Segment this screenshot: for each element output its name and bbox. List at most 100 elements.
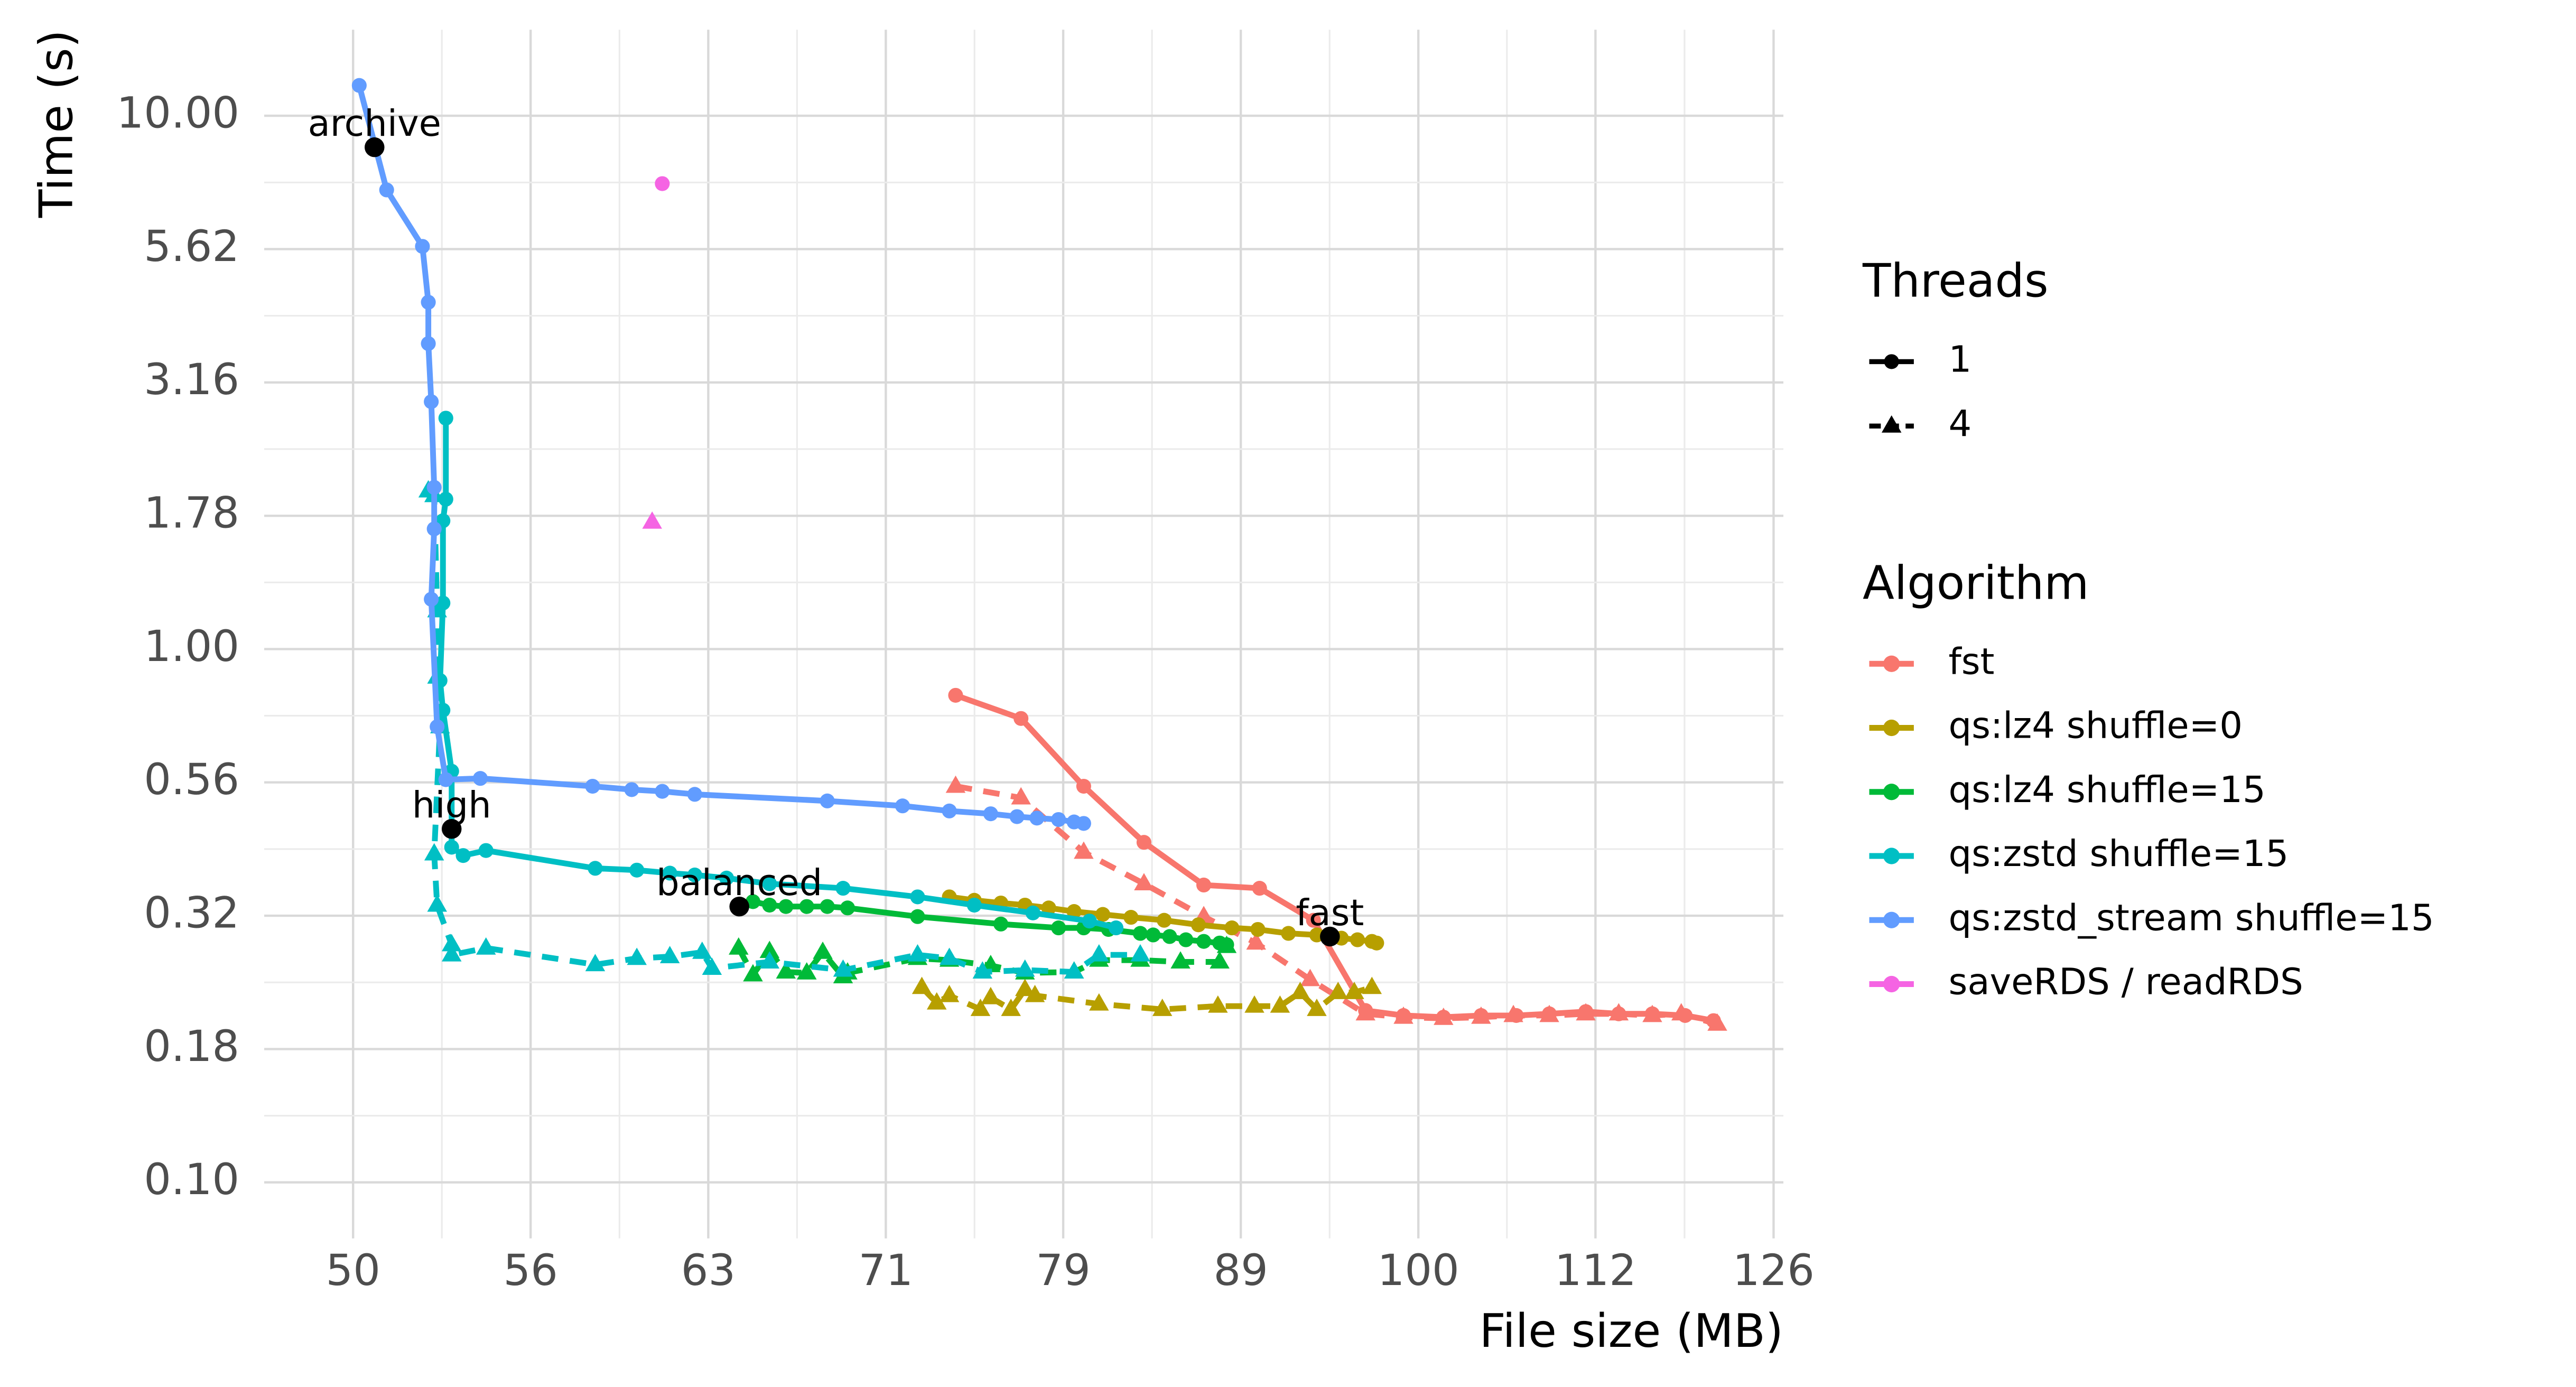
data-point (759, 951, 780, 969)
data-point (993, 916, 1009, 932)
data-point (426, 480, 442, 495)
legend-title: Algorithm (1863, 556, 2089, 610)
legend-label: 1 (1949, 338, 1972, 380)
data-point (1306, 913, 1321, 928)
x-tick-label: 79 (1036, 1246, 1090, 1296)
data-point (729, 937, 749, 955)
data-point (972, 961, 993, 979)
data-point (1224, 920, 1240, 936)
data-point (1076, 778, 1091, 794)
data-point (966, 897, 982, 913)
data-point (1089, 993, 1109, 1011)
data-point (421, 336, 436, 351)
y-axis-title: Time (s) (29, 30, 83, 218)
data-point (662, 865, 677, 881)
data-point (983, 806, 998, 822)
data-point (1539, 1004, 1559, 1022)
data-point (1170, 951, 1191, 969)
data-point (415, 239, 430, 254)
data-point (1064, 961, 1084, 979)
legend-label: qs:zstd_stream shuffle=15 (1949, 897, 2434, 939)
data-point (692, 941, 712, 959)
data-point (438, 491, 453, 507)
legend-key-marker (1883, 655, 1900, 672)
data-point (427, 894, 447, 912)
data-point (1434, 1007, 1454, 1025)
data-point (655, 176, 670, 191)
legend-label: qs:lz4 shuffle=0 (1949, 705, 2243, 747)
data-point (455, 848, 471, 863)
data-point (441, 934, 462, 952)
data-point (687, 787, 702, 802)
data-point (1025, 905, 1040, 920)
annotation-point (441, 818, 462, 839)
data-point (1503, 1004, 1523, 1022)
data-point (476, 937, 496, 955)
data-point (820, 793, 835, 808)
data-point (1244, 995, 1264, 1013)
data-point (1350, 932, 1365, 947)
data-point (778, 899, 794, 914)
annotation-point (729, 896, 749, 917)
data-point (1642, 1004, 1662, 1022)
data-point (840, 900, 855, 916)
data-point (1152, 999, 1173, 1016)
data-point (939, 984, 960, 1002)
y-tick-label: 1.78 (144, 489, 239, 538)
data-point (379, 182, 394, 198)
y-tick-label: 0.18 (144, 1022, 239, 1072)
data-point (1355, 1003, 1375, 1021)
data-point (1246, 932, 1266, 950)
legend-key-marker (1883, 784, 1900, 800)
y-tick-label: 1.00 (144, 622, 239, 672)
data-point (1196, 934, 1212, 949)
legend-label: qs:lz4 shuffle=15 (1949, 769, 2266, 811)
data-point (813, 941, 833, 959)
data-point (1025, 984, 1045, 1002)
legend-title: Threads (1862, 254, 2049, 308)
legend-key-marker (1883, 719, 1900, 737)
data-point (438, 772, 453, 787)
data-point (1250, 921, 1266, 937)
data-point (1015, 959, 1035, 977)
legend-key-marker (1883, 848, 1900, 864)
data-point (1123, 910, 1139, 925)
annotation-point (1320, 926, 1340, 947)
data-point (1252, 881, 1267, 896)
data-point (1001, 999, 1021, 1016)
legend-key-marker (1881, 415, 1902, 433)
data-point (1015, 979, 1035, 997)
data-point (1157, 913, 1172, 928)
data-point (939, 947, 960, 965)
legend-label: saveRDS / readRDS (1949, 961, 2303, 1003)
data-point (743, 964, 763, 982)
x-tick-label: 56 (503, 1246, 557, 1296)
data-point (926, 992, 947, 1010)
data-point (424, 592, 439, 607)
annotation-label: fast (1296, 892, 1364, 934)
data-point (910, 889, 925, 905)
data-point (1146, 927, 1161, 943)
data-point (759, 941, 780, 958)
data-point (912, 976, 932, 994)
x-tick-label: 100 (1378, 1246, 1459, 1296)
data-point (627, 947, 647, 965)
y-tick-label: 0.10 (144, 1155, 239, 1205)
legend-label: qs:zstd shuffle=15 (1949, 833, 2289, 875)
data-point (762, 897, 777, 913)
data-point (444, 840, 459, 855)
grid (264, 30, 1783, 1239)
data-point (1051, 920, 1066, 936)
data-point (441, 944, 462, 962)
data-point (1009, 809, 1025, 824)
y-tick-label: 0.32 (144, 889, 239, 938)
data-point (1082, 914, 1097, 929)
data-point (910, 909, 925, 924)
x-tick-label: 112 (1555, 1246, 1636, 1296)
annotation-point (365, 137, 385, 157)
data-point (1095, 907, 1111, 922)
data-point (1074, 841, 1094, 859)
data-point (351, 78, 367, 93)
data-point (833, 959, 853, 977)
data-point (1196, 877, 1212, 893)
